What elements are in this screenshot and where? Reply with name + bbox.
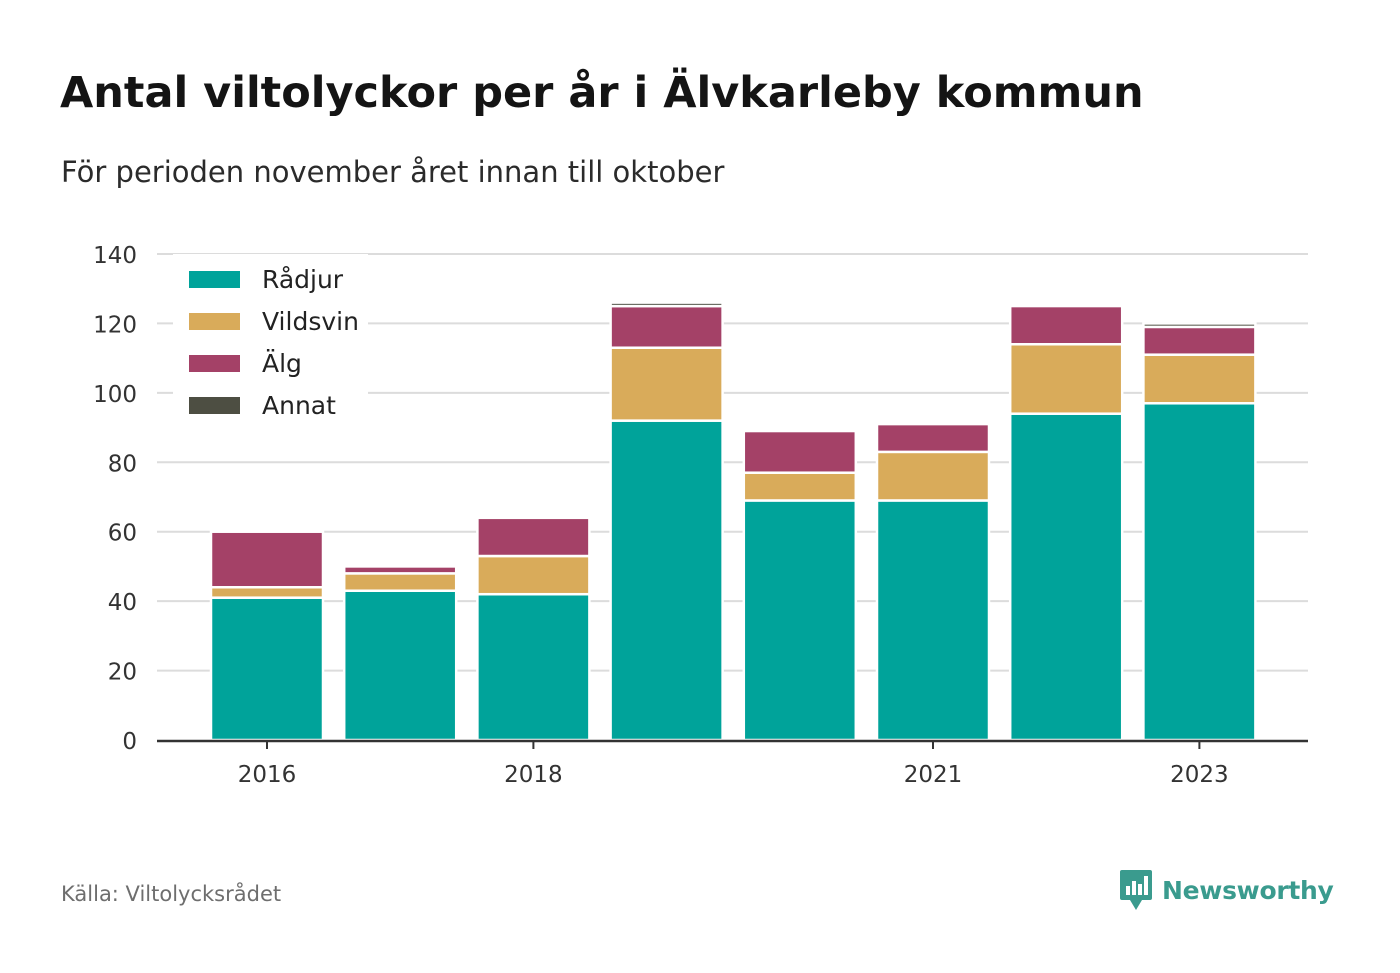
legend-swatch <box>189 271 240 288</box>
legend-label: Vildsvin <box>262 307 359 336</box>
x-axis-ticks: 2016 2018 2021 2023 <box>238 741 1229 788</box>
x-tick-label: 2018 <box>504 762 563 788</box>
bar-segment-Älg <box>1008 304 1124 346</box>
bar-segment-Rådjur <box>742 499 858 742</box>
bar-segment-Älg <box>742 429 858 474</box>
bar-segment-Vildsvin <box>875 450 991 502</box>
bar-segment-Älg <box>1142 325 1257 356</box>
legend: Rådjur Vildsvin Älg Annat <box>173 254 368 434</box>
legend-item-Älg: Älg <box>189 349 302 378</box>
bar-segment-Älg <box>609 304 724 349</box>
bar-segment-Rådjur <box>1008 412 1124 742</box>
bar-segment-Älg <box>476 516 591 558</box>
legend-swatch <box>189 397 240 414</box>
legend-label: Rådjur <box>262 265 344 294</box>
bar-segment-Vildsvin <box>1008 343 1124 415</box>
bar-segment-Älg <box>209 530 325 589</box>
bar-group-2020 <box>742 429 858 742</box>
legend-label: Annat <box>262 391 336 420</box>
bar-group-2023 <box>1142 322 1257 742</box>
y-tick-label: 120 <box>93 312 137 338</box>
bar-segment-Rådjur <box>875 499 991 742</box>
bars <box>209 301 1257 742</box>
bar-segment-Vildsvin <box>209 586 325 599</box>
y-tick-label: 20 <box>108 660 137 686</box>
chart-title: Antal viltolyckor per år i Älvkarleby ko… <box>60 68 1144 118</box>
legend-swatch <box>189 313 240 330</box>
chart-subtitle: För perioden november året innan till ok… <box>61 155 725 189</box>
bar-group-2017 <box>342 565 458 742</box>
legend-item-Vildsvin: Vildsvin <box>189 307 359 336</box>
bar-segment-Vildsvin <box>342 572 458 592</box>
legend-swatch <box>189 355 240 372</box>
x-tick-label: 2016 <box>238 762 297 788</box>
bar-segment-Rådjur <box>209 596 325 742</box>
source-note: Källa: Viltolycksrådet <box>61 882 282 906</box>
y-tick-label: 100 <box>93 382 137 408</box>
y-tick-label: 0 <box>122 729 137 755</box>
bar-segment-Annat <box>1142 322 1257 329</box>
bar-segment-Rådjur <box>476 592 591 742</box>
bar-segment-Annat <box>609 301 724 308</box>
bar-group-2019 <box>609 301 724 742</box>
bar-segment-Rådjur <box>342 589 458 742</box>
newsworthy-icon <box>1120 870 1152 910</box>
bar-group-2018 <box>476 516 591 742</box>
legend-item-Annat: Annat <box>189 391 336 420</box>
bar-group-2016 <box>209 530 325 742</box>
y-tick-label: 140 <box>93 243 137 269</box>
x-tick-label: 2023 <box>1170 762 1229 788</box>
newsworthy-logo[interactable]: Newsworthy <box>1118 868 1334 912</box>
legend-label: Älg <box>262 349 302 378</box>
y-axis-ticks: 0 20 40 60 80 100 120 140 <box>93 243 137 755</box>
bar-segment-Rådjur <box>609 419 724 742</box>
y-tick-label: 80 <box>108 451 137 477</box>
bar-segment-Vildsvin <box>476 554 591 596</box>
y-tick-label: 60 <box>108 521 137 547</box>
bar-segment-Vildsvin <box>1142 353 1257 405</box>
brand-name: Newsworthy <box>1162 875 1334 905</box>
x-tick-label: 2021 <box>904 762 963 788</box>
legend-item-Rådjur: Rådjur <box>189 265 344 294</box>
bar-group-2022 <box>1008 304 1124 742</box>
y-tick-label: 40 <box>108 590 137 616</box>
bar-segment-Vildsvin <box>742 471 858 502</box>
bar-segment-Älg <box>342 565 458 575</box>
bar-group-2021 <box>875 422 991 742</box>
bar-segment-Älg <box>875 422 991 454</box>
bar-segment-Rådjur <box>1142 402 1257 742</box>
bar-segment-Vildsvin <box>609 346 724 422</box>
